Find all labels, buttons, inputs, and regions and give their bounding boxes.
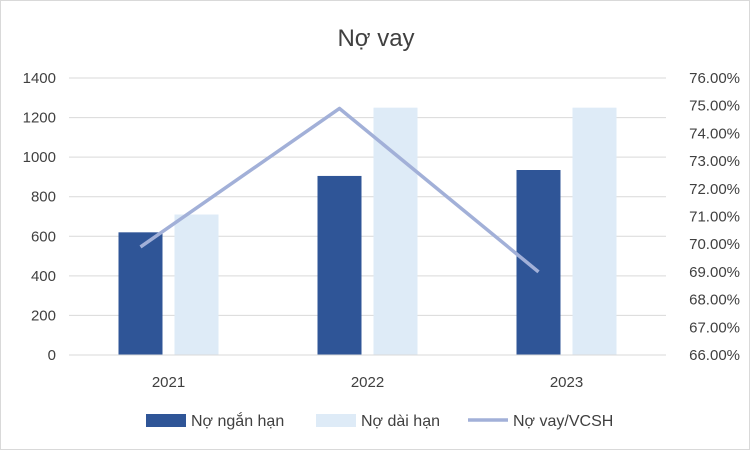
legend-swatch xyxy=(316,414,356,427)
y2-tick-label: 74.00% xyxy=(689,125,740,142)
bar xyxy=(572,107,617,355)
bar xyxy=(373,107,418,355)
y-tick-label: 1200 xyxy=(23,110,56,127)
x-tick-label: 2021 xyxy=(152,374,185,391)
chart-title: Nợ vay xyxy=(337,25,414,52)
bar xyxy=(516,170,561,355)
y2-tick-label: 66.00% xyxy=(689,347,740,364)
y-tick-label: 1000 xyxy=(23,149,56,166)
y2-tick-label: 69.00% xyxy=(689,264,740,281)
series-line xyxy=(139,106,540,274)
y2-tick-label: 67.00% xyxy=(689,319,740,336)
legend: Nợ ngắn hạn Nợ dài hạn Nợ vay/VCSH xyxy=(146,411,613,430)
legend-label: Nợ vay/VCSH xyxy=(513,413,613,430)
bars xyxy=(118,107,617,355)
bar xyxy=(174,214,219,355)
legend-label: Nợ dài hạn xyxy=(361,413,440,430)
y-axis-right: 66.00% 67.00% 68.00% 69.00% 70.00% 71.00% 72.0… xyxy=(689,70,740,364)
y-tick-label: 400 xyxy=(31,268,56,285)
y2-tick-label: 73.00% xyxy=(689,153,740,170)
x-tick-label: 2023 xyxy=(550,374,583,391)
y2-tick-label: 72.00% xyxy=(689,181,740,198)
bar xyxy=(118,232,163,355)
y2-tick-label: 75.00% xyxy=(689,98,740,115)
y-tick-label: 0 xyxy=(48,347,56,364)
x-tick-label: 2022 xyxy=(351,374,384,391)
y-axis-left: 0 200 400 600 800 1000 1200 1400 xyxy=(23,70,56,364)
legend-label: Nợ ngắn hạn xyxy=(191,411,284,430)
y-tick-label: 200 xyxy=(31,307,56,324)
y2-tick-label: 68.00% xyxy=(689,292,740,309)
y-tick-label: 600 xyxy=(31,228,56,245)
y2-tick-label: 71.00% xyxy=(689,209,740,226)
y2-tick-label: 76.00% xyxy=(689,70,740,87)
x-axis: 2021 2022 2023 xyxy=(69,354,666,391)
y2-tick-label: 70.00% xyxy=(689,236,740,253)
grid-lines xyxy=(69,77,666,356)
legend-swatch xyxy=(146,414,186,427)
line-series xyxy=(139,106,540,274)
y-tick-label: 800 xyxy=(31,189,56,206)
bar xyxy=(317,175,362,355)
y-tick-label: 1400 xyxy=(23,70,56,87)
